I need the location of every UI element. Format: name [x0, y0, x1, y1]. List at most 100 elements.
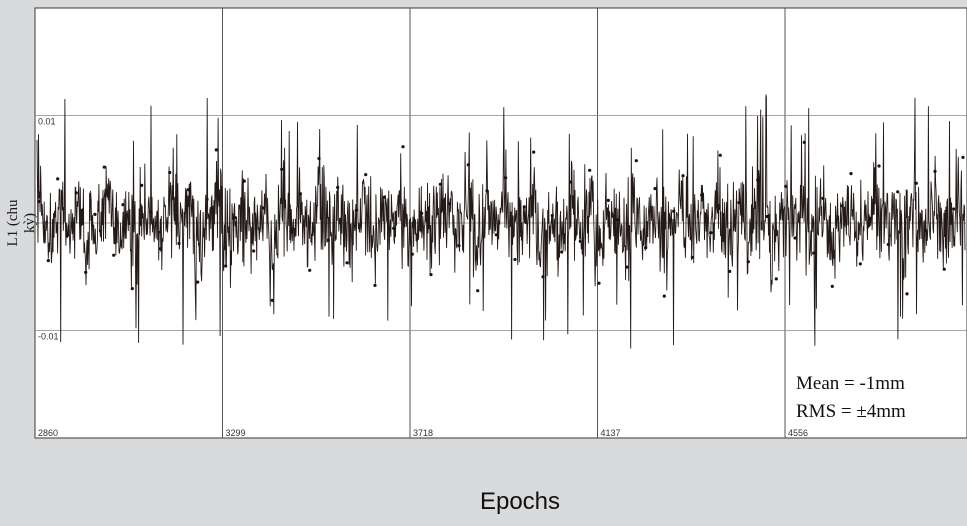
data-point — [914, 181, 918, 185]
data-point — [485, 189, 489, 193]
data-point — [606, 198, 610, 202]
data-point — [261, 206, 265, 210]
y-tick-label: 0.01 — [38, 117, 56, 127]
y-tick-label: -0.01 — [38, 332, 59, 342]
data-point — [737, 201, 741, 205]
data-point — [196, 280, 200, 284]
data-point — [280, 167, 284, 171]
data-point — [886, 242, 890, 247]
data-point — [728, 269, 732, 273]
data-point — [718, 153, 722, 157]
data-point — [812, 251, 816, 255]
data-point — [896, 190, 900, 194]
data-point — [961, 155, 965, 159]
data-point — [653, 187, 657, 191]
data-point — [504, 176, 508, 180]
data-point — [942, 267, 946, 271]
data-point — [793, 236, 797, 240]
data-point — [634, 159, 638, 163]
data-point — [326, 238, 330, 242]
data-point — [746, 260, 750, 264]
data-point — [438, 182, 442, 186]
data-point — [532, 150, 536, 154]
data-point — [802, 140, 806, 144]
data-point — [93, 212, 97, 216]
data-point — [644, 246, 648, 250]
stats-annotation: Mean = -1mm RMS = ±4mm — [796, 370, 906, 426]
data-point — [924, 228, 928, 233]
data-point — [849, 172, 853, 176]
data-point — [224, 264, 228, 268]
data-point — [354, 208, 358, 212]
data-point — [840, 204, 844, 208]
rms-annotation: RMS = ±4mm — [796, 401, 906, 422]
data-point — [65, 234, 69, 238]
data-point — [392, 226, 396, 230]
data-point — [74, 191, 78, 195]
data-point — [46, 259, 50, 263]
data-point — [242, 179, 246, 183]
series-line — [36, 94, 966, 349]
data-point — [681, 174, 685, 178]
x-tick-label: 2860 — [38, 428, 58, 438]
x-tick-label: 3299 — [226, 428, 246, 438]
mean-annotation: Mean = -1mm — [796, 373, 905, 394]
data-point — [616, 218, 620, 222]
data-point — [858, 262, 862, 266]
data-point — [410, 252, 414, 256]
data-point — [149, 210, 153, 214]
data-point — [308, 268, 312, 272]
data-point — [420, 211, 424, 215]
data-point — [56, 177, 60, 181]
data-point — [821, 196, 825, 200]
data-point — [168, 170, 172, 175]
data-point — [513, 257, 517, 262]
data-point — [289, 230, 293, 234]
data-point — [121, 203, 125, 207]
data-point — [270, 298, 274, 302]
data-point — [868, 217, 872, 221]
data-point — [401, 145, 405, 149]
data-point — [233, 216, 237, 220]
series-1 — [36, 94, 966, 349]
data-point — [252, 249, 256, 253]
data-point — [597, 281, 601, 285]
data-point — [560, 250, 564, 254]
data-point — [37, 199, 41, 204]
data-point — [588, 168, 592, 172]
data-point — [672, 209, 676, 213]
data-point — [830, 284, 834, 288]
data-point — [700, 193, 704, 197]
data-point — [774, 277, 778, 281]
data-point — [345, 261, 349, 265]
data-point — [494, 233, 498, 237]
data-point — [84, 270, 88, 274]
data-point — [690, 255, 694, 259]
data-point — [336, 185, 340, 190]
data-point — [448, 202, 452, 206]
data-point — [756, 178, 760, 182]
data-point — [476, 289, 480, 293]
data-point — [578, 239, 582, 243]
data-point — [784, 184, 788, 188]
y-axis-label: L1 (chu kỳ) — [5, 199, 38, 247]
data-point — [102, 165, 106, 169]
x-tick-label: 4137 — [601, 428, 621, 438]
data-point — [373, 283, 377, 287]
data-point — [112, 253, 116, 257]
data-point — [214, 148, 218, 152]
x-axis-label: Epochs — [479, 488, 561, 515]
data-point — [364, 173, 368, 177]
data-point — [662, 294, 666, 298]
data-point — [541, 275, 545, 279]
data-point — [765, 214, 769, 219]
data-point — [177, 241, 181, 245]
data-point — [905, 292, 909, 296]
data-point — [709, 231, 713, 235]
data-point — [140, 183, 144, 187]
data-point — [522, 205, 526, 209]
data-point — [205, 197, 209, 201]
data-point — [550, 213, 554, 218]
x-tick-label: 3718 — [413, 428, 433, 438]
